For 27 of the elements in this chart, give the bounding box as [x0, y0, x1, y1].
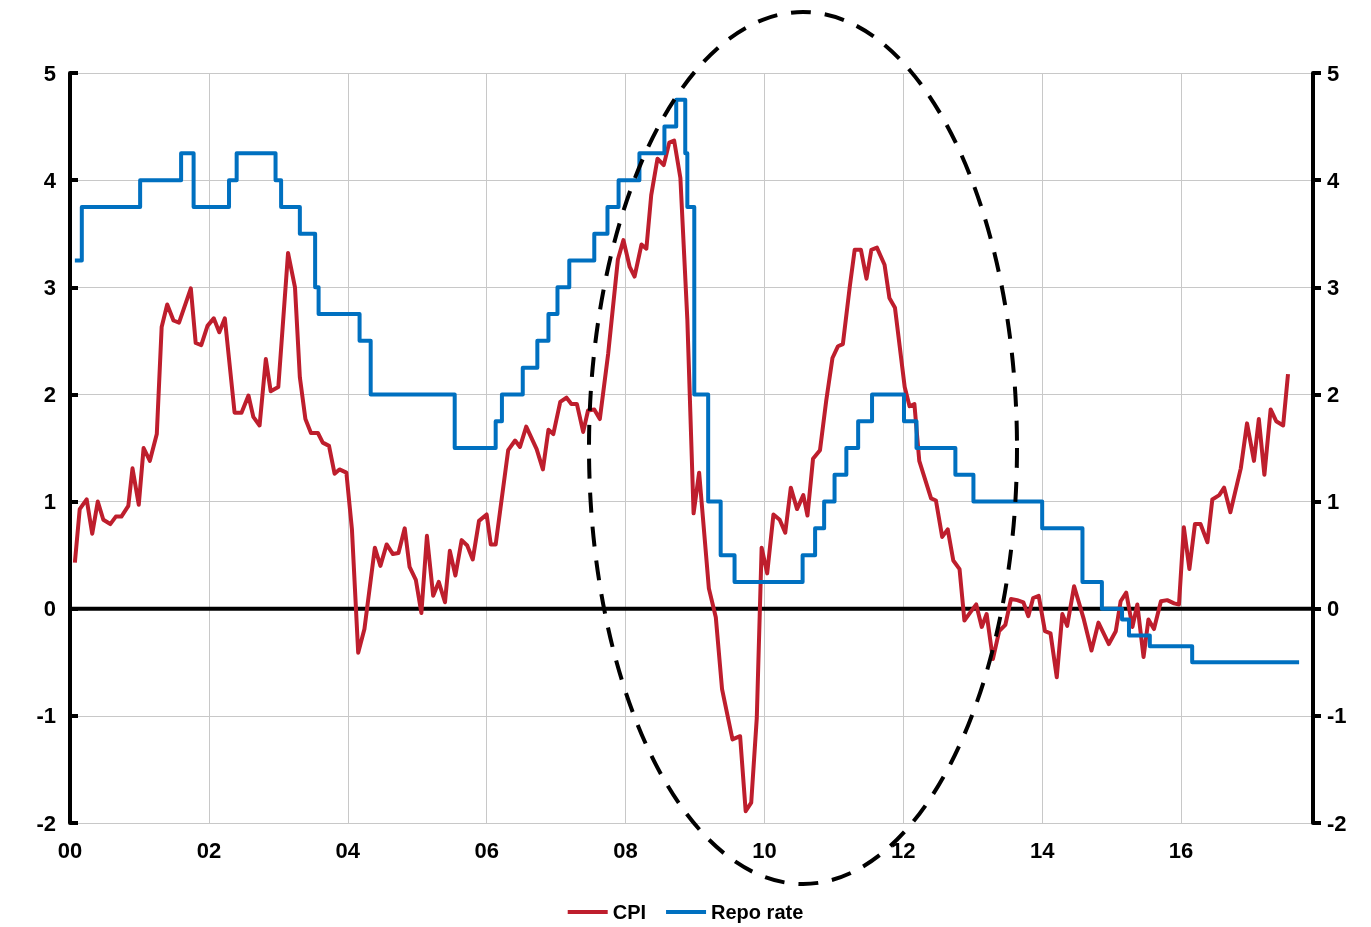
- y-tick-label: 0: [43, 596, 56, 622]
- y2-tick-label: -2: [1327, 810, 1347, 836]
- y2-tick-label: -1: [1327, 703, 1347, 729]
- y-tick-label: 5: [43, 60, 56, 86]
- y-tick-label: 2: [43, 381, 56, 407]
- y-tick-label: -2: [36, 810, 56, 836]
- legend-label: CPI: [612, 901, 647, 923]
- y2-tick-label: 1: [1327, 489, 1340, 515]
- x-tick-label: 12: [891, 837, 916, 863]
- y-tick-label: -1: [36, 703, 56, 729]
- x-tick-label: 16: [1168, 837, 1194, 863]
- y-tick-label: 1: [43, 489, 56, 515]
- x-tick-label: 04: [335, 837, 361, 863]
- x-tick-label: 08: [613, 837, 638, 863]
- y2-tick-label: 2: [1327, 381, 1340, 407]
- y2-tick-label: 3: [1327, 274, 1340, 300]
- legend-label: Repo rate: [711, 901, 804, 923]
- x-tick-label: 06: [474, 837, 499, 863]
- x-tick-label: 14: [1029, 837, 1056, 863]
- x-tick-label: 02: [196, 837, 222, 863]
- y2-tick-label: 0: [1327, 596, 1340, 622]
- x-tick-label: 00: [57, 837, 83, 863]
- y-tick-label: 4: [43, 167, 57, 193]
- y-tick-label: 3: [43, 274, 56, 300]
- x-tick-label: 10: [752, 837, 777, 863]
- y2-tick-label: 4: [1327, 167, 1340, 193]
- y2-tick-label: 5: [1327, 60, 1340, 86]
